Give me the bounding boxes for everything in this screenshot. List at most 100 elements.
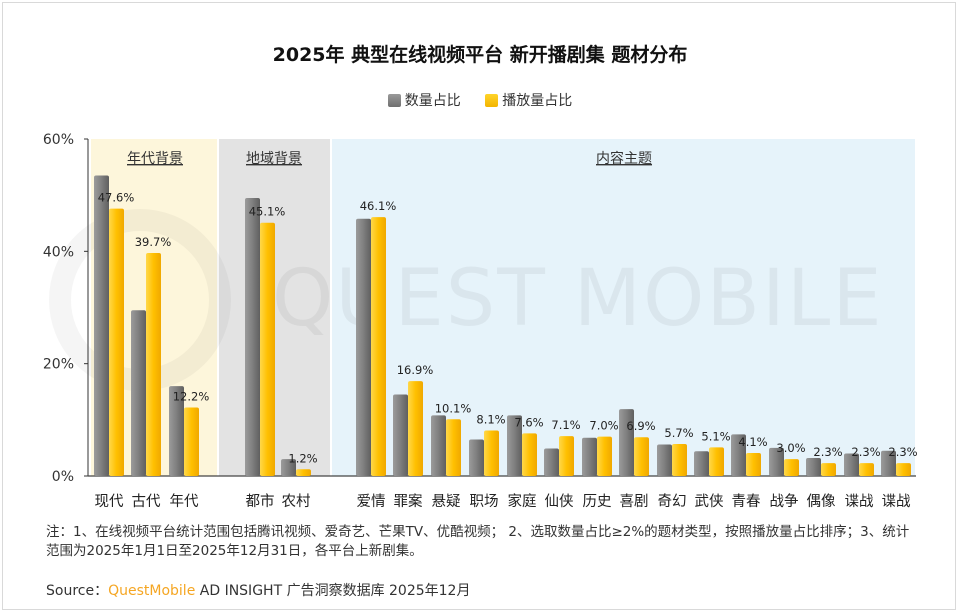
bar-play <box>408 381 423 476</box>
data-label: 1.2% <box>288 451 317 465</box>
data-label: 7.0% <box>589 419 618 433</box>
data-label: 4.1% <box>738 435 767 449</box>
group-label-3: 内容主题 <box>596 150 652 167</box>
bar-count <box>507 415 522 476</box>
data-label: 46.1% <box>360 199 397 213</box>
x-tick-label: 喜剧 <box>620 493 649 510</box>
group-label-1: 年代背景 <box>127 151 183 167</box>
data-label: 2.3% <box>888 445 917 459</box>
source-rest: AD INSIGHT 广告洞察数据库 2025年12月 <box>195 583 471 599</box>
bar-play <box>597 436 612 476</box>
bar-count <box>657 444 672 476</box>
bar-play <box>784 459 799 476</box>
y-tick-label: 20% <box>43 357 74 373</box>
bar-count <box>881 450 896 476</box>
x-tick-label: 都市 <box>246 493 275 510</box>
bar-play <box>260 222 275 476</box>
legend-item-play: 播放量占比 <box>485 90 572 110</box>
legend-label-count: 数量占比 <box>404 93 461 109</box>
bar-play <box>371 217 386 477</box>
x-tick-label: 奇幻 <box>658 493 687 510</box>
y-tick-label: 60% <box>43 132 74 148</box>
bar-count <box>356 218 371 477</box>
bar-play <box>859 463 874 476</box>
x-tick-label: 青春 <box>732 493 761 510</box>
bar-count <box>393 394 408 476</box>
x-tick-label: 谍战 <box>845 493 874 510</box>
bar-count <box>769 447 784 476</box>
x-tick-label: 古代 <box>132 493 161 510</box>
bar-play <box>746 452 761 476</box>
x-tick-label: 武侠 <box>695 493 724 510</box>
bar-play <box>484 430 499 476</box>
bar-play <box>672 443 687 476</box>
bar-count <box>844 453 859 476</box>
data-label: 47.6% <box>98 191 135 205</box>
data-label: 16.9% <box>397 363 434 377</box>
bar-count <box>619 409 634 476</box>
x-tick-label: 家庭 <box>508 493 537 510</box>
x-tick-label: 谍战 <box>882 493 911 510</box>
y-tick-label: 0% <box>52 469 74 485</box>
chart-legend: 数量占比 播放量占比 <box>0 90 960 111</box>
x-tick-label: 年代 <box>170 493 199 510</box>
bar-count <box>431 415 446 476</box>
bar-count <box>806 458 821 476</box>
data-label: 5.7% <box>664 426 693 440</box>
bar-count <box>582 437 597 476</box>
data-label: 6.9% <box>626 419 655 433</box>
bar-count <box>469 439 484 476</box>
data-label: 10.1% <box>435 401 472 415</box>
x-tick-label: 罪案 <box>394 492 423 510</box>
bar-count <box>694 451 709 476</box>
bar-play <box>184 407 199 476</box>
bar-count <box>731 434 746 476</box>
legend-swatch-play <box>485 93 499 107</box>
legend-swatch-count <box>387 93 401 107</box>
source-prefix: Source： <box>46 583 109 599</box>
bar-play <box>146 253 161 476</box>
bar-play <box>896 463 911 476</box>
bar-count <box>94 175 109 476</box>
bar-play <box>109 208 124 476</box>
bar-play <box>634 437 649 476</box>
legend-item-count: 数量占比 <box>387 90 461 110</box>
bar-count <box>544 448 559 476</box>
data-label: 39.7% <box>135 235 172 249</box>
chart-title: 2025年 典型在线视频平台 新开播剧集 题材分布 <box>272 44 688 66</box>
bar-count <box>281 459 296 476</box>
bar-count <box>245 197 260 476</box>
x-tick-label: 战争 <box>770 492 799 510</box>
x-tick-label: 历史 <box>583 493 612 510</box>
data-label: 8.1% <box>476 413 505 427</box>
bar-count <box>169 386 184 476</box>
bar-play <box>522 433 537 476</box>
bar-count <box>131 310 146 476</box>
source-line: Source：QuestMobile AD INSIGHT 广告洞察数据库 20… <box>46 580 470 600</box>
bar-play <box>559 436 574 476</box>
group-label-2: 地域背景 <box>246 151 302 167</box>
legend-label-play: 播放量占比 <box>502 93 573 109</box>
x-tick-label: 农村 <box>282 493 311 510</box>
x-tick-label: 偶像 <box>807 493 836 510</box>
x-tick-label: 悬疑 <box>432 493 461 510</box>
data-label: 2.3% <box>851 445 880 459</box>
bar-play <box>446 419 461 476</box>
data-label: 7.6% <box>514 415 543 429</box>
bar-play <box>709 447 724 476</box>
x-tick-label: 职场 <box>470 493 499 510</box>
footnote: 注：1、在线视频平台统计范围包括腾讯视频、爱奇艺、芒果TV、优酷视频； 2、选取… <box>46 524 910 559</box>
data-label: 5.1% <box>701 429 730 443</box>
y-tick-label: 40% <box>43 244 74 260</box>
bar-play <box>296 469 311 476</box>
x-tick-label: 现代 <box>95 493 124 510</box>
data-label: 45.1% <box>249 205 286 219</box>
source-brand: QuestMobile <box>108 583 196 599</box>
data-label: 12.2% <box>173 389 210 403</box>
x-tick-label: 爱情 <box>357 493 386 510</box>
data-label: 3.0% <box>776 441 805 455</box>
bar-play <box>821 463 836 476</box>
data-label: 2.3% <box>813 445 842 459</box>
